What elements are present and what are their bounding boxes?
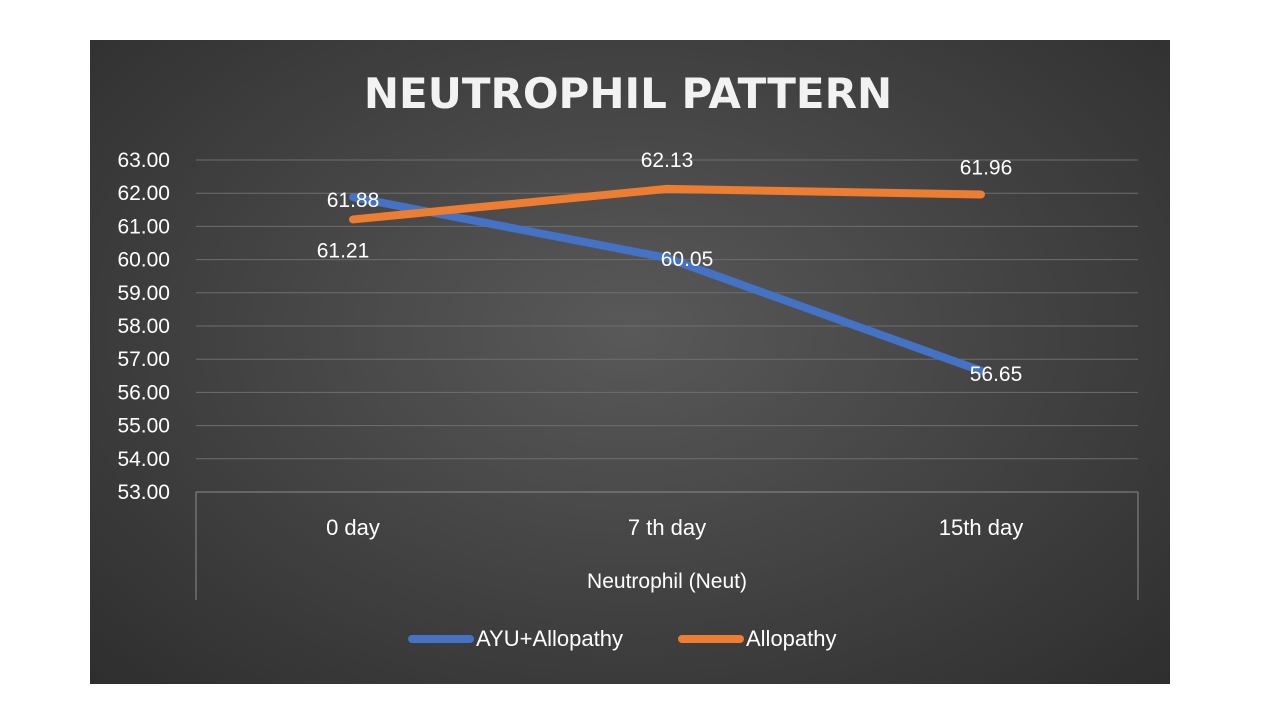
y-tick-label: 54.00: [117, 448, 170, 471]
y-tick-label: 60.00: [117, 249, 170, 272]
x-axis-categories: 0 day 7 th day 15th day: [326, 515, 1023, 540]
y-tick-label: 58.00: [117, 315, 170, 338]
data-label: 62.13: [641, 149, 694, 172]
gridlines: [196, 159, 1138, 493]
y-tick-label: 55.00: [117, 415, 170, 438]
y-tick-label: 62.00: [117, 182, 170, 205]
legend-label: Allopathy: [746, 626, 837, 651]
y-tick-label: 57.00: [117, 348, 170, 371]
y-tick-label: 53.00: [117, 481, 170, 504]
data-label: 60.05: [661, 248, 714, 271]
data-label: 61.21: [317, 239, 370, 262]
chart-title: NEUTROPHIL PATTERN: [364, 69, 892, 118]
data-labels: 61.88 60.05 56.65 61.21 62.13 61.96: [317, 149, 1023, 386]
x-category-label: 15th day: [939, 515, 1023, 540]
series-line-ayu-allopathy: [349, 193, 985, 375]
chart-area: [90, 40, 1170, 684]
legend: AYU+Allopathy Allopathy: [408, 626, 837, 651]
y-tick-label: 59.00: [117, 282, 170, 305]
x-category-label: 7 th day: [628, 515, 706, 540]
y-axis-ticks: 63.00 62.00 61.00 60.00 59.00 58.00 57.00 56.00…: [117, 149, 170, 504]
x-axis-title: Neutrophil (Neut): [587, 570, 747, 593]
data-label: 61.88: [327, 189, 380, 212]
y-tick-label: 63.00: [117, 149, 170, 172]
series-line-allopathy: [349, 184, 985, 224]
y-tick-label: 61.00: [117, 215, 170, 238]
legend-label: AYU+Allopathy: [476, 626, 623, 651]
series-lines: [349, 184, 985, 375]
data-label: 61.96: [960, 157, 1013, 180]
data-label: 56.65: [970, 363, 1023, 386]
y-tick-label: 56.00: [117, 381, 170, 404]
x-category-label: 0 day: [326, 515, 380, 540]
